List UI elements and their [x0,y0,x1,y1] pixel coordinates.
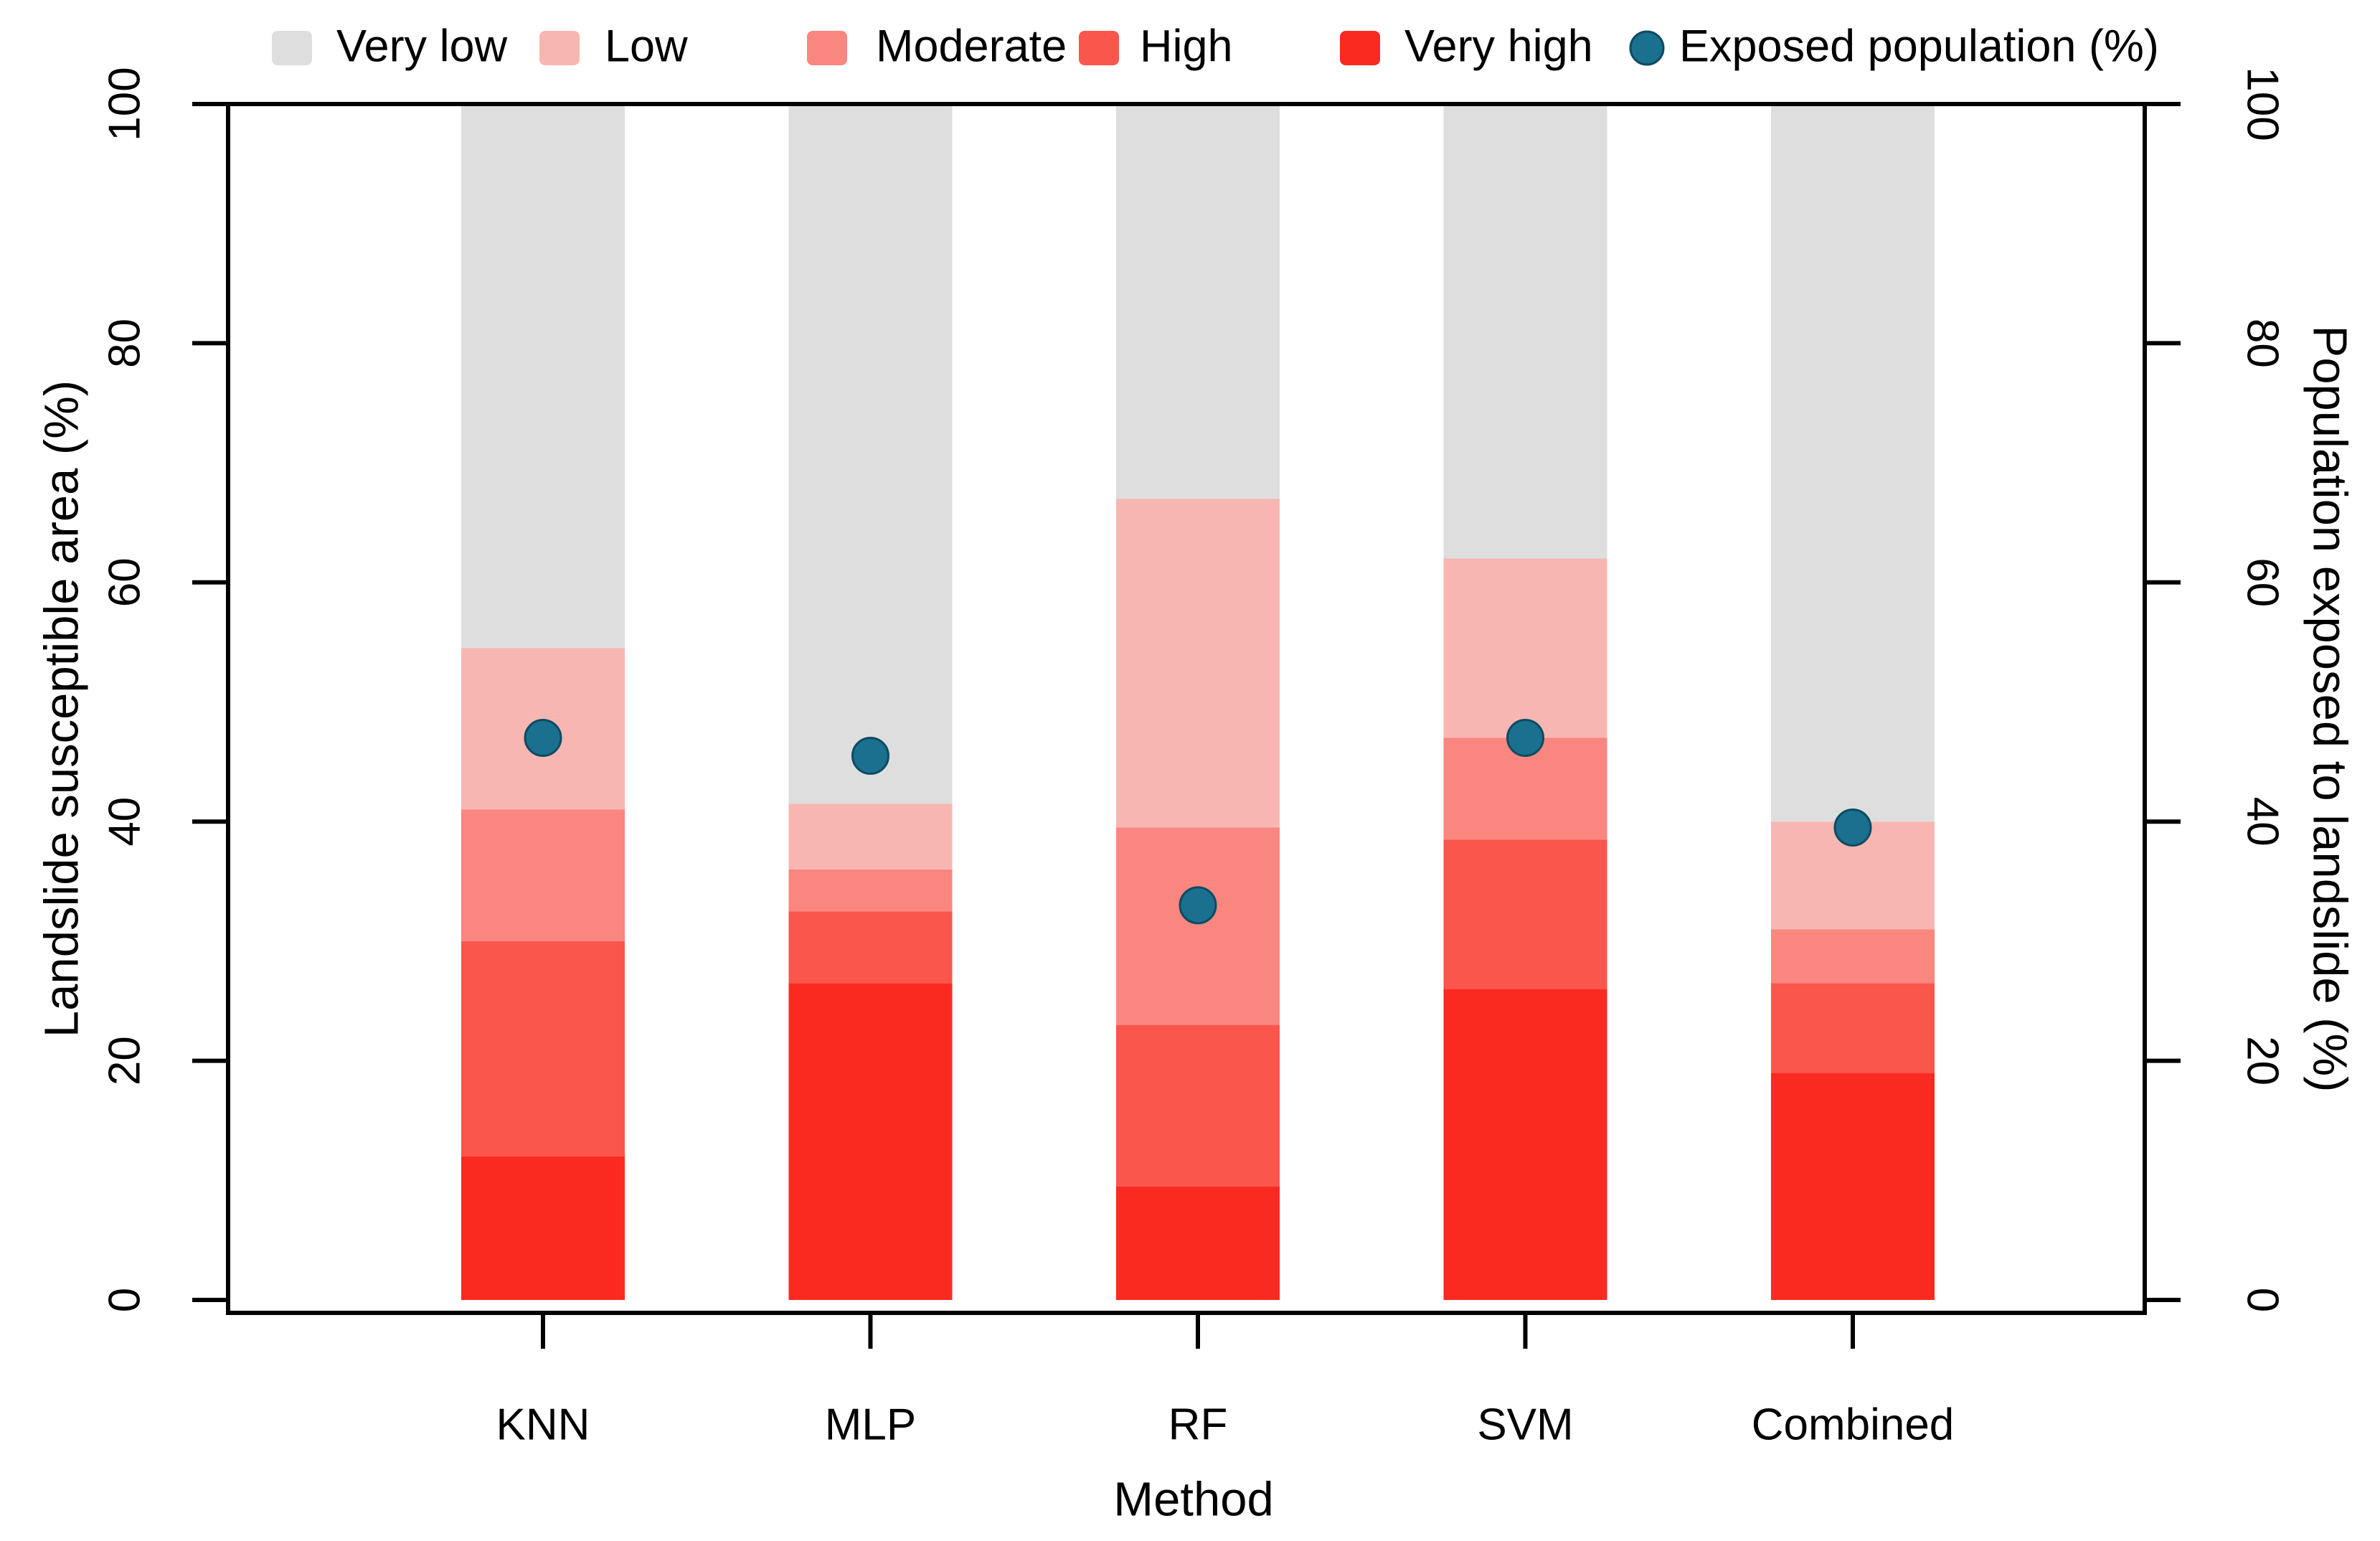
legend-swatch-high [1079,31,1119,65]
bar-segment-mlp-moderate [788,869,953,912]
exposed-population-point-rf [1179,886,1217,925]
legend-label-low: Low [605,22,688,72]
bar-segment-combined-very-low [1771,104,1935,822]
bar-segment-svm-very-high [1443,989,1607,1300]
x-axis-category-label-svm: SVM [1477,1400,1573,1449]
bar-segment-rf-very-high [1116,1186,1280,1300]
bar-segment-knn-moderate [461,809,625,941]
exposed-population-point-svm [1506,719,1544,758]
exposed-population-point-knn [524,719,562,758]
bar-segment-svm-very-low [1443,104,1607,559]
y-axis-left-tick-label-0: 0 [100,1288,149,1312]
y-axis-left-tick-label-60: 60 [100,557,149,607]
y-axis-left-tick-label-40: 40 [100,797,149,847]
legend-swatch-moderate [807,31,847,65]
y-axis-right-tick-label-80: 80 [2238,319,2287,368]
y-axis-left-tick-label-20: 20 [100,1036,149,1085]
x-axis-category-label-mlp: MLP [825,1400,916,1449]
y-axis-right-title: Population exposed to landslide (%) [2303,325,2357,1093]
bar-segment-rf-moderate [1116,827,1280,1025]
bar-segment-combined-moderate [1771,929,1935,984]
plot-box-border [226,102,2147,1315]
bar-segment-rf-low [1116,499,1280,828]
bar-segment-mlp-high [788,911,953,984]
y-axis-left-tick-label-80: 80 [100,319,149,368]
y-axis-right-tick-label-100: 100 [2238,67,2287,141]
y-axis-right-tick-label-60: 60 [2238,557,2287,607]
exposed-population-point-combined [1833,809,1872,847]
y-axis-right-tick-label-20: 20 [2238,1036,2287,1085]
legend-swatch-very-high [1340,31,1380,65]
legend-label-high: High [1140,22,1233,72]
bar-segment-svm-low [1443,558,1607,738]
legend-label-very-high: Very high [1404,22,1593,72]
legend-label-moderate: Moderate [876,22,1067,72]
legend-label-very-low: Very low [336,22,508,72]
bar-segment-knn-high [461,941,625,1156]
bar-segment-rf-high [1116,1024,1280,1187]
bar-segment-rf-very-low [1116,104,1280,499]
x-axis-category-label-knn: KNN [496,1400,590,1449]
legend-swatch-low [539,31,580,65]
bar-segment-svm-high [1443,839,1607,989]
bar-segment-mlp-very-low [788,104,953,804]
y-axis-left-tick-label-100: 100 [100,67,149,141]
legend-swatch-very-low [272,31,312,65]
bar-segment-mlp-low [788,804,953,870]
bar-segment-mlp-very-high [788,983,953,1300]
bar-segment-combined-high [1771,983,1935,1073]
exposed-population-point-mlp [851,737,889,776]
x-axis-category-label-rf: RF [1168,1400,1228,1449]
bar-segment-knn-very-low [461,104,625,649]
legend-marker-exposed-population-icon [1629,30,1665,66]
y-axis-left-title: Landslide susceptible area (%) [34,380,89,1038]
legend-label-exposed-population-: Exposed population (%) [1679,22,2159,72]
x-axis-title: Method [1113,1472,1274,1527]
bar-segment-knn-very-high [461,1156,625,1300]
y-axis-right-tick-label-40: 40 [2238,797,2287,847]
y-axis-right-tick-label-0: 0 [2238,1288,2287,1312]
x-axis-category-label-combined: Combined [1752,1400,1955,1449]
bar-segment-combined-very-high [1771,1073,1935,1300]
